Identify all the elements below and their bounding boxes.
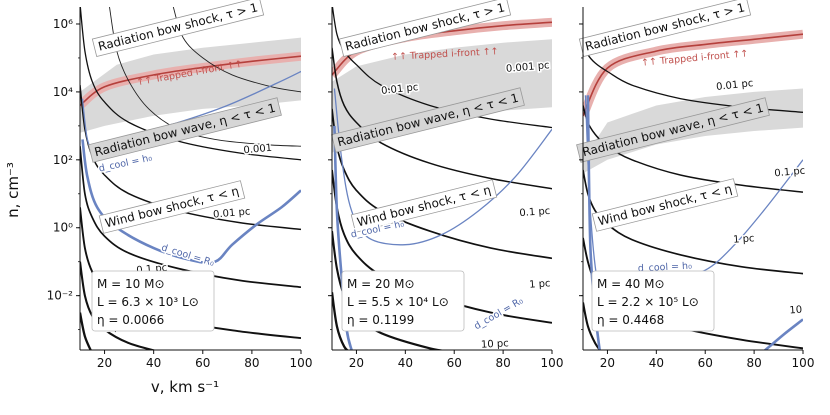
- parameter-L: L = 5.5 × 10⁴ L⊙: [347, 295, 449, 309]
- trapped-front-line: [583, 33, 803, 117]
- parameters-box: M = 20 M⊙ L = 5.5 × 10⁴ L⊙ η = 0.1199: [341, 270, 465, 332]
- x-tick-label: 40: [649, 356, 664, 370]
- svg-text:Wind bow shock, τ < η: Wind bow shock, τ < η: [597, 182, 734, 229]
- size-contour: [80, 7, 301, 161]
- x-tick-label: 40: [146, 356, 161, 370]
- contour-label: 0.01 pc: [213, 206, 251, 220]
- contour-label: 0.01 pc: [716, 78, 754, 93]
- y-tick-label: 10⁴: [53, 85, 73, 99]
- dcool-R0-label: d_cool = R₀: [160, 242, 216, 269]
- axis-labels: n, cm⁻³ v, km s⁻¹: [4, 162, 219, 396]
- region-label-box: [578, 0, 752, 58]
- parameter-L: L = 6.3 × 10³ L⊙: [97, 295, 199, 309]
- size-contour: [332, 7, 552, 129]
- size-contour: [80, 85, 301, 231]
- thin-boundary-line: [109, 7, 301, 147]
- region-label-box: [338, 0, 512, 58]
- region-label-box: [98, 180, 246, 234]
- region-label-box: [576, 97, 770, 163]
- contour-label: 0.001: [243, 143, 272, 156]
- contour-label: 0.1 pc: [519, 206, 551, 219]
- contour-label: 10 pc: [481, 338, 509, 350]
- x-axis-label: v, km s⁻¹: [151, 378, 219, 396]
- dcool-R0-curve: [81, 139, 301, 265]
- region-label-box: [350, 179, 498, 233]
- trapped-front-line: [80, 55, 301, 107]
- contour-label: 1 pc: [529, 278, 551, 290]
- x-tick-label: 60: [447, 356, 462, 370]
- x-tick-label: 60: [195, 356, 210, 370]
- contour-label: 0.001 pc: [506, 60, 550, 75]
- x-tick-label: 100: [290, 356, 313, 370]
- parameter-L: L = 2.2 × 10⁵ L⊙: [597, 295, 699, 309]
- parameter-eta: η = 0.4468: [597, 313, 664, 327]
- x-tick-label: 80: [244, 356, 259, 370]
- x-tick-label: 80: [746, 356, 761, 370]
- x-tick-label: 20: [349, 356, 364, 370]
- region-label-box: [591, 178, 739, 232]
- y-tick-label: 10⁻²: [47, 289, 74, 303]
- contour-label: 10: [789, 305, 802, 317]
- region-label-box: [331, 87, 525, 153]
- region-label-wind-shock: Wind bow shock, τ < η: [591, 178, 739, 232]
- dcool-h0-curve: [333, 88, 552, 246]
- dcool-R0-curve: [333, 125, 353, 350]
- dcool-R0-curve-tail: [763, 318, 803, 350]
- size-contour: [80, 312, 92, 350]
- size-contour: [332, 292, 349, 350]
- x-tick-label: 40: [398, 356, 413, 370]
- svg-text:Wind bow shock, τ < η: Wind bow shock, τ < η: [356, 183, 493, 230]
- x-tick-label: 60: [698, 356, 713, 370]
- x-tick-label: 100: [792, 356, 815, 370]
- parameter-eta: η = 0.0066: [97, 313, 164, 327]
- y-tick-label: 10²: [53, 153, 73, 167]
- x-tick-label: 20: [97, 356, 112, 370]
- dcool-R0-label: d_cool = R₀: [472, 295, 525, 332]
- x-tick-label: 100: [541, 356, 564, 370]
- parameter-eta: η = 0.1199: [347, 313, 414, 327]
- parameters-box: M = 10 M⊙ L = 6.3 × 10³ L⊙ η = 0.0066: [91, 270, 215, 332]
- y-tick-label: 10⁰: [53, 221, 73, 235]
- region-label-box: [91, 0, 265, 58]
- size-contour: [80, 146, 301, 289]
- parameter-M: M = 40 M⊙: [597, 277, 665, 291]
- y-axis-label: n, cm⁻³: [4, 162, 22, 218]
- contour-label: 0.1 pc: [774, 166, 806, 180]
- parameter-M: M = 10 M⊙: [97, 277, 165, 291]
- contour-label: 1 pc: [733, 233, 755, 245]
- y-tick-label: 10⁶: [53, 17, 73, 31]
- region-label-box: [88, 97, 282, 163]
- parameters-box: M = 40 M⊙ L = 2.2 × 10⁵ L⊙ η = 0.4468: [591, 270, 715, 332]
- x-tick-label: 20: [600, 356, 615, 370]
- x-tick-label: 80: [495, 356, 510, 370]
- parameter-M: M = 20 M⊙: [347, 277, 415, 291]
